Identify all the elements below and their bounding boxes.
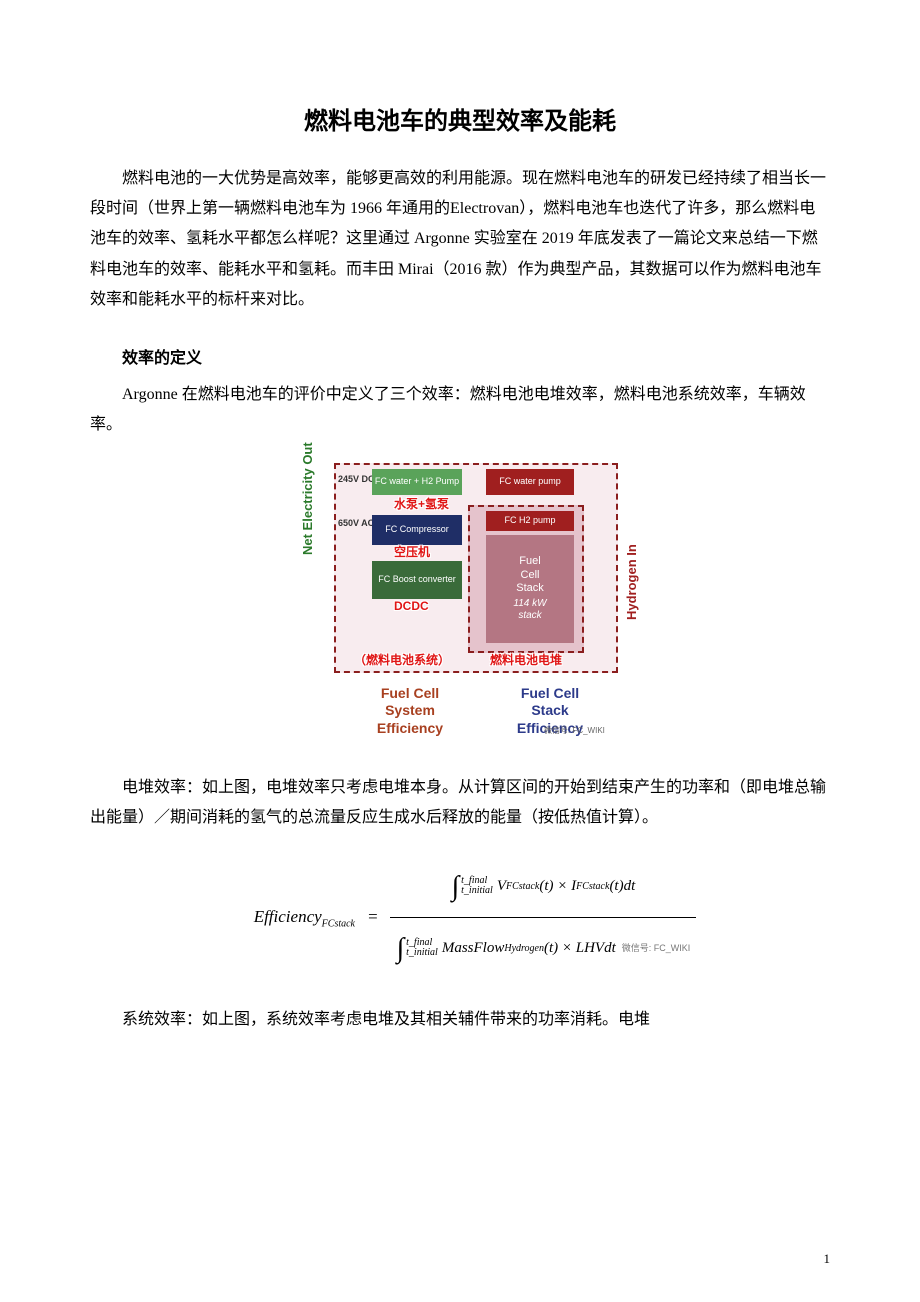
box-fc-boost-converter: FC Boost converter xyxy=(372,561,462,599)
formula-lhs: EfficiencyFCstack xyxy=(254,901,355,933)
footer-fc-system-efficiency: Fuel Cell System Efficiency xyxy=(350,685,470,738)
stack-l2: Cell xyxy=(521,569,540,582)
integral-icon: ∫ xyxy=(396,922,406,975)
zh-label-fc-system: （燃料电池系统） xyxy=(354,649,450,672)
stack-l5: stack xyxy=(518,610,541,622)
formula-den-massflow-sub: Hydrogen xyxy=(504,939,544,958)
footer-left-l3: Efficiency xyxy=(350,720,470,738)
formula-equals: = xyxy=(367,901,378,933)
formula-fraction: ∫ t_final t_initial VFCstack (t) × IFCst… xyxy=(390,856,696,979)
footer-right-l2: Stack xyxy=(490,702,610,720)
page-number: 1 xyxy=(824,1247,831,1272)
bus-label-650v: 650V AC xyxy=(338,515,374,532)
formula-numerator: ∫ t_final t_initial VFCstack (t) × IFCst… xyxy=(445,856,641,917)
formula-num-limits: t_final t_initial xyxy=(461,876,493,896)
formula-den-limits: t_final t_initial xyxy=(406,938,438,958)
system-efficiency-paragraph: 系统效率：如上图，系统效率考虑电堆及其相关辅件带来的功率消耗。电堆 xyxy=(90,1005,830,1035)
efficiency-definition-paragraph: Argonne 在燃料电池车的评价中定义了三个效率：燃料电池电堆效率，燃料电池系… xyxy=(90,380,830,441)
zh-label-water-pump: 水泵+氢泵 xyxy=(394,493,449,516)
box-fuel-cell-stack: Fuel Cell Stack 114 kW stack xyxy=(486,535,574,643)
formula-den-times: (t) × xyxy=(544,934,572,963)
bus-label-245v: 245V DC xyxy=(338,471,375,488)
zh-label-dcdc: DCDC xyxy=(394,595,429,618)
stack-l3: Stack xyxy=(516,582,544,595)
box-fc-h2-pump: FC H2 pump xyxy=(486,511,574,531)
formula-watermark: 微信号: FC_WIKI xyxy=(622,940,691,957)
box-fc-water-h2-pump: FC water + H2 Pump xyxy=(372,469,462,495)
efficiency-formula: EfficiencyFCstack = ∫ t_final t_initial … xyxy=(120,856,830,979)
box-fc-water-pump: FC water pump xyxy=(486,469,574,495)
zh-label-fc-stack: 燃料电池电堆 xyxy=(490,649,562,672)
formula-den-lower: t_initial xyxy=(406,948,438,958)
section-heading-efficiency: 效率的定义 xyxy=(90,344,830,374)
formula-num-tail: (t)dt xyxy=(609,872,635,901)
zh-label-compressor: 空压机 xyxy=(394,541,430,564)
page-title: 燃料电池车的典型效率及能耗 xyxy=(90,100,830,146)
formula-num-v: V xyxy=(497,872,506,901)
footer-left-l1: Fuel Cell xyxy=(350,685,470,703)
diagram-watermark: 微信号: FC_WIKI xyxy=(544,723,605,738)
formula-lhs-text: Efficiency xyxy=(254,907,322,926)
formula-denominator: ∫ t_final t_initial MassFlowHydrogen (t)… xyxy=(390,918,696,979)
footer-left-l2: System xyxy=(350,702,470,720)
intro-paragraph: 燃料电池的一大优势是高效率，能够更高效的利用能源。现在燃料电池车的研发已经持续了… xyxy=(90,164,830,316)
axis-net-electricity-out: Net Electricity Out xyxy=(296,442,321,555)
formula-den-massflow: MassFlow xyxy=(442,934,505,963)
formula-num-v-sub: FCstack xyxy=(506,877,539,896)
formula-num-times: (t) × xyxy=(539,872,567,901)
formula-den-lhv: LHVdt xyxy=(576,934,616,963)
footer-right-l1: Fuel Cell xyxy=(490,685,610,703)
formula-num-lower: t_initial xyxy=(461,886,493,896)
stack-efficiency-paragraph: 电堆效率：如上图，电堆效率只考虑电堆本身。从计算区间的开始到结束产生的功率和（即… xyxy=(90,773,830,834)
stack-l4: 114 kW xyxy=(513,598,546,610)
integral-icon: ∫ xyxy=(451,860,461,913)
axis-hydrogen-in: Hydrogen In xyxy=(620,544,645,620)
formula-num-i-sub: FCstack xyxy=(576,877,609,896)
stack-l1: Fuel xyxy=(519,555,540,568)
formula-lhs-sub: FCstack xyxy=(322,918,355,929)
fc-system-diagram: Net Electricity Out Hydrogen In 245V DC … xyxy=(90,455,830,755)
